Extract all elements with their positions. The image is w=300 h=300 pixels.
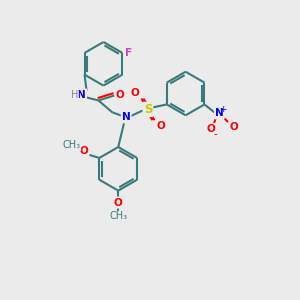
Text: N: N	[215, 108, 224, 118]
Text: +: +	[220, 105, 227, 114]
Text: H: H	[71, 89, 78, 100]
Text: O: O	[230, 122, 239, 132]
Text: O: O	[114, 197, 123, 208]
Text: O: O	[79, 146, 88, 156]
Text: O: O	[206, 124, 215, 134]
Text: CH₃: CH₃	[63, 140, 81, 150]
Text: O: O	[157, 121, 165, 131]
Text: S: S	[144, 103, 152, 116]
Text: F: F	[125, 48, 132, 58]
Text: O: O	[131, 88, 140, 98]
Text: CH₃: CH₃	[109, 212, 127, 221]
Text: O: O	[116, 89, 124, 100]
Text: N: N	[77, 89, 86, 100]
Text: -: -	[214, 129, 217, 139]
Text: N: N	[122, 112, 130, 122]
